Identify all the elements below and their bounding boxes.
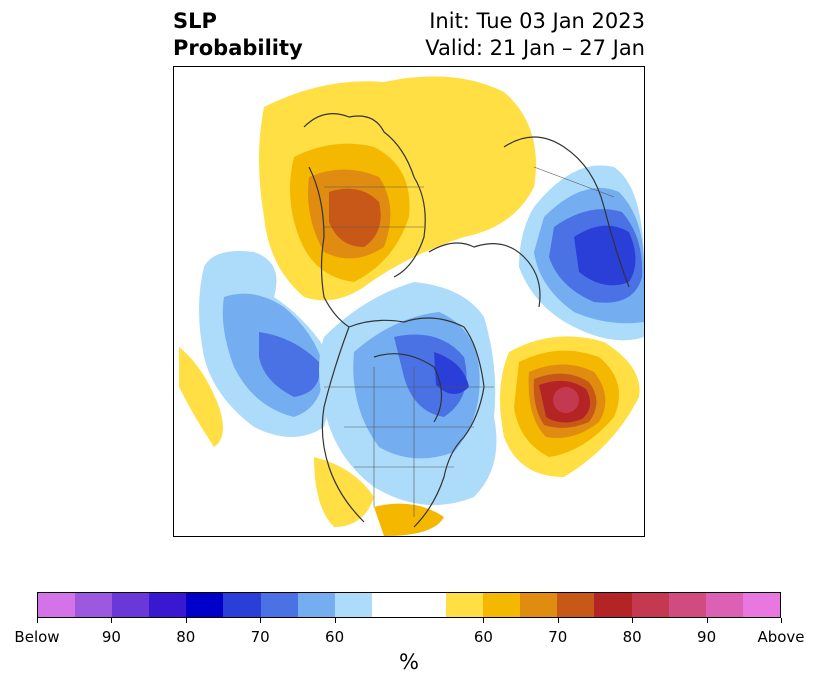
colorbar-swatch	[557, 593, 595, 617]
title-type: Probability	[173, 36, 303, 60]
colorbar-tickmark	[632, 618, 634, 623]
map-dates: Init: Tue 03 Jan 2023 Valid: 21 Jan – 27…	[425, 8, 645, 62]
colorbar-tickmark	[557, 618, 559, 623]
colorbar-swatch	[594, 593, 632, 617]
colorbar-tickmark	[260, 618, 262, 623]
colorbar-tickmark	[111, 618, 113, 623]
colorbar-swatch	[483, 593, 521, 617]
colorbar-tick-label: 70	[548, 628, 568, 646]
colorbar-swatch	[446, 593, 484, 617]
colorbar-swatch	[260, 593, 298, 617]
borders	[324, 166, 615, 517]
colorbar-tick-label: 90	[697, 628, 717, 646]
colorbar-swatch	[631, 593, 669, 617]
colorbar-swatch	[186, 593, 224, 617]
colorbar-swatch	[520, 593, 558, 617]
colorbar-swatch	[38, 593, 76, 617]
valid-range: Valid: 21 Jan – 27 Jan	[425, 36, 645, 60]
below-normal-region-north-america	[319, 282, 497, 505]
colorbar-swatch	[408, 593, 447, 617]
colorbar-tick-label: 60	[325, 628, 345, 646]
colorbar-tick-label: 60	[473, 628, 493, 646]
probability-colorbar	[37, 592, 781, 618]
below-normal-region-pacific	[199, 251, 329, 437]
colorbar-tick-label: 80	[622, 628, 642, 646]
colorbar-tick-label: 80	[176, 628, 196, 646]
colorbar-tick-label: Below	[14, 628, 60, 646]
colorbar-tickmark	[483, 618, 485, 623]
probability-map	[173, 66, 645, 537]
colorbar-unit: %	[399, 650, 419, 674]
colorbar-tickmark	[37, 618, 38, 623]
colorbar-swatch	[223, 593, 261, 617]
map-title: SLP Probability	[173, 8, 303, 62]
colorbar-swatch	[742, 593, 780, 617]
init-date: Init: Tue 03 Jan 2023	[429, 9, 645, 33]
title-variable: SLP	[173, 9, 217, 33]
colorbar-tick-label: 70	[250, 628, 270, 646]
colorbar-tickmark	[706, 618, 708, 623]
colorbar-swatch	[371, 593, 409, 617]
above-normal-region-arctic	[259, 76, 536, 301]
colorbar-tick-label: 90	[101, 628, 121, 646]
colorbar-tickmark	[185, 618, 187, 623]
colorbar-swatch	[149, 593, 187, 617]
colorbar-swatch	[112, 593, 150, 617]
colorbar-swatch	[75, 593, 113, 617]
colorbar-swatch	[334, 593, 372, 617]
colorbar-swatch	[705, 593, 743, 617]
below-normal-region-siberia	[519, 165, 644, 341]
colorbar-swatch	[297, 593, 335, 617]
colorbar-tickmark	[781, 618, 782, 623]
above-normal-region-atlantic	[500, 336, 640, 477]
colorbar-tickmark	[334, 618, 336, 623]
colorbar-swatch	[668, 593, 706, 617]
colorbar-tick-label: Above	[757, 628, 805, 646]
